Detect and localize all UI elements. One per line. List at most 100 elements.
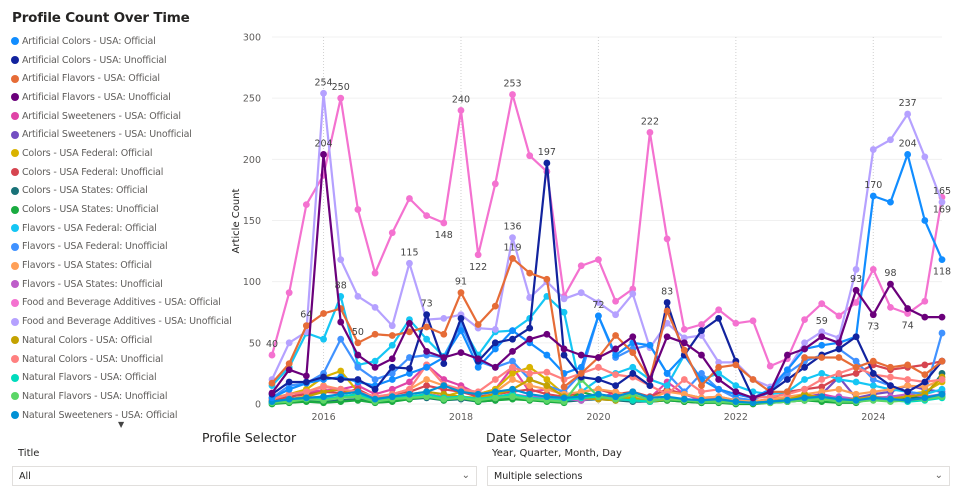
data-point xyxy=(423,335,431,343)
data-point xyxy=(406,354,413,361)
legend-item[interactable]: Natural Sweeteners - USA: Official xyxy=(11,406,236,425)
legend-item[interactable]: Artificial Colors - USA: Unofficial xyxy=(11,51,236,70)
data-point xyxy=(474,251,482,259)
data-point xyxy=(526,390,534,398)
legend-item[interactable]: Natural Flavors - USA: Official xyxy=(11,368,236,387)
data-point xyxy=(904,382,912,390)
data-point xyxy=(285,390,293,398)
data-label: 254 xyxy=(314,77,332,88)
legend-item[interactable]: Natural Flavors - USA: Unofficial xyxy=(11,387,236,406)
data-point xyxy=(337,385,345,393)
data-point xyxy=(938,376,946,383)
date-selector-dropdown[interactable]: Multiple selections ⌄ xyxy=(487,466,950,486)
profile-selector-heading: Profile Selector xyxy=(202,430,297,445)
data-point xyxy=(595,390,602,398)
data-point xyxy=(423,347,431,355)
data-point xyxy=(663,393,671,401)
data-point xyxy=(612,311,619,319)
data-point xyxy=(457,107,465,114)
legend-item[interactable]: Natural Colors - USA: Official xyxy=(11,331,236,350)
data-point xyxy=(509,363,516,371)
chevron-down-icon: ⌄ xyxy=(934,470,943,481)
data-point xyxy=(852,286,860,294)
gridlines xyxy=(272,36,942,405)
data-point xyxy=(543,368,551,376)
legend-marker-icon xyxy=(11,355,19,364)
data-point xyxy=(406,365,413,372)
data-label: 118 xyxy=(933,267,951,278)
data-point xyxy=(938,329,946,337)
legend-item[interactable]: Flavors - USA States: Unofficial xyxy=(11,275,236,294)
data-point xyxy=(629,363,637,371)
chevron-down-icon: ⌄ xyxy=(461,470,470,481)
data-point xyxy=(320,388,327,396)
data-point xyxy=(835,345,843,353)
legend-label: Natural Flavors - USA: Official xyxy=(22,372,157,384)
data-point xyxy=(869,394,877,402)
data-point xyxy=(852,390,860,398)
data-point xyxy=(646,382,654,390)
data-point xyxy=(388,229,396,237)
data-point xyxy=(766,362,774,370)
data-point xyxy=(320,393,327,401)
legend-item[interactable]: Flavors - USA Federal: Official xyxy=(11,219,236,238)
series-3 xyxy=(268,151,946,402)
data-point xyxy=(887,303,894,311)
legend-item[interactable]: Flavors - USA Federal: Unofficial xyxy=(11,238,236,257)
data-point xyxy=(474,390,482,398)
legend-item[interactable]: Food and Beverage Additives - USA: Unoff… xyxy=(11,312,236,331)
legend-marker-icon xyxy=(11,56,19,65)
legend-marker-icon xyxy=(11,242,19,251)
legend-item[interactable]: Food and Beverage Additives - USA: Offic… xyxy=(11,294,236,313)
legend-item[interactable]: Colors - USA Federal: Official xyxy=(11,144,236,163)
legend-scroll-down-icon[interactable]: ▼ xyxy=(118,420,125,429)
legend-label: Artificial Flavors - USA: Official xyxy=(22,73,160,85)
data-point xyxy=(423,363,431,371)
data-point xyxy=(749,394,757,402)
legend-item[interactable]: Artificial Flavors - USA: Unofficial xyxy=(11,88,236,107)
data-point xyxy=(835,370,843,377)
profile-selector-dropdown[interactable]: All ⌄ xyxy=(12,466,477,486)
data-point xyxy=(612,393,619,401)
data-point xyxy=(921,371,929,379)
legend-marker-icon xyxy=(11,373,19,382)
data-point xyxy=(526,335,534,343)
legend-item[interactable]: Colors - USA Federal: Unofficial xyxy=(11,163,236,182)
data-point xyxy=(904,388,912,396)
data-point xyxy=(526,294,534,301)
data-point xyxy=(371,357,379,365)
data-point xyxy=(509,91,516,98)
legend-item[interactable]: Flavors - USA States: Official xyxy=(11,256,236,275)
data-point xyxy=(560,394,568,402)
data-point xyxy=(354,351,362,359)
data-label: 222 xyxy=(641,116,659,127)
legend-item[interactable]: Colors - USA States: Official xyxy=(11,182,236,201)
legend-item[interactable]: Artificial Sweeteners - USA: Unofficial xyxy=(11,125,236,144)
legend-item[interactable]: Natural Colors - USA: Unofficial xyxy=(11,350,236,369)
data-point xyxy=(835,376,843,383)
data-point xyxy=(440,360,448,368)
data-point xyxy=(371,303,379,311)
data-point xyxy=(337,335,345,343)
y-tick-label: 100 xyxy=(243,277,261,288)
legend-item[interactable]: Colors - USA States: Unofficial xyxy=(11,200,236,219)
data-point xyxy=(818,388,826,396)
data-point xyxy=(474,363,482,371)
data-point xyxy=(938,313,946,321)
data-point xyxy=(663,307,671,315)
data-point xyxy=(818,328,826,336)
data-point xyxy=(302,378,310,386)
legend-item[interactable]: Artificial Flavors - USA: Official xyxy=(11,69,236,88)
data-point xyxy=(543,351,551,359)
data-point xyxy=(783,366,791,374)
data-label: 204 xyxy=(314,138,332,149)
data-point xyxy=(595,376,602,383)
data-point xyxy=(440,354,448,361)
data-point xyxy=(698,321,705,328)
legend-item[interactable]: Artificial Sweeteners - USA: Official xyxy=(11,107,236,126)
data-point xyxy=(818,383,826,391)
data-point xyxy=(715,385,723,393)
legend-item[interactable]: Artificial Colors - USA: Official xyxy=(11,32,236,51)
data-point xyxy=(491,394,499,402)
data-point xyxy=(474,396,482,404)
